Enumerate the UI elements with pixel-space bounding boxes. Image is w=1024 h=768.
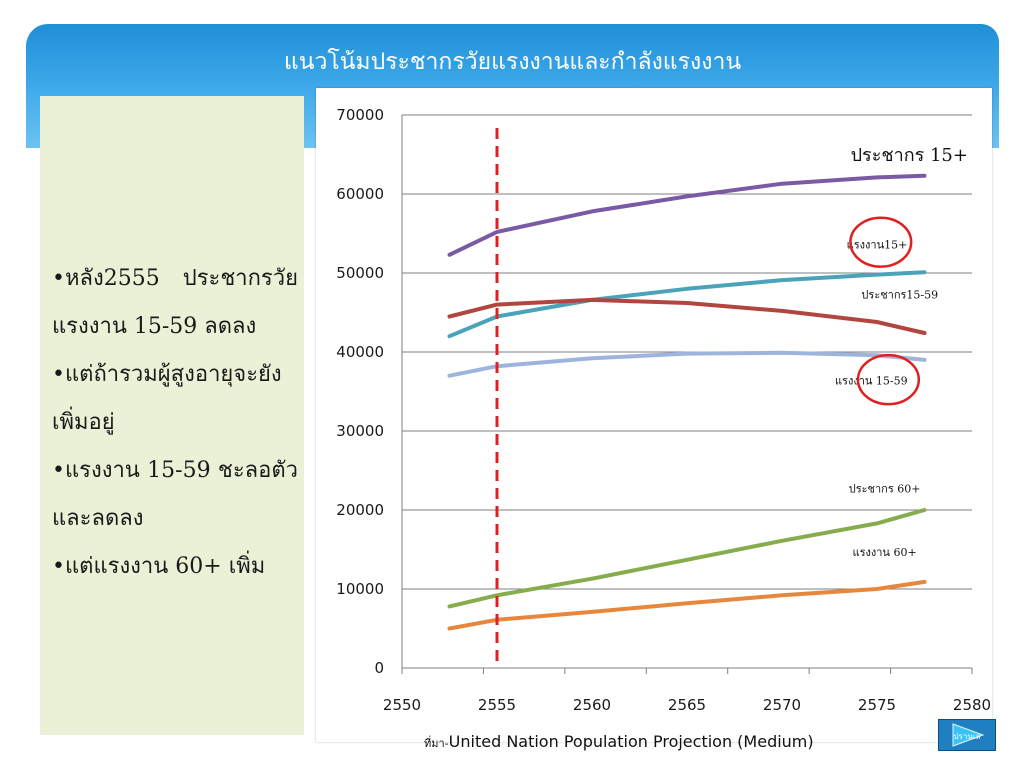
bullet-item: •แรงงาน 15-59 ชะลอตัว และลดลง	[52, 458, 298, 531]
chart-panel	[316, 88, 992, 742]
series-annotation: ประชากร15-59	[861, 288, 938, 301]
next-slide-button[interactable]: ปรานเล	[938, 719, 996, 751]
source-text: United Nation Population Projection (Med…	[448, 732, 814, 751]
y-tick-label: 30000	[336, 422, 384, 440]
series-annotation: แรงงาน 60+	[853, 546, 917, 559]
bullet-list: •หลัง2555 ประชากรวัยแรงงาน 15-59 ลดลง •แ…	[52, 255, 298, 591]
source-prefix: ที่มา-	[424, 737, 449, 750]
x-tick-label: 2555	[478, 696, 516, 714]
y-tick-label: 20000	[336, 501, 384, 519]
bullet-item: •แต่ถ้ารวมผู้สูงอายุจะยังเพิ่มอยู่	[52, 362, 282, 435]
x-tick-label: 2570	[763, 696, 801, 714]
series-line	[447, 350, 927, 378]
series-annotation: แรงงาน15+	[847, 239, 908, 252]
x-tick-label: 2565	[668, 696, 706, 714]
y-tick-label: 0	[374, 659, 384, 677]
series-line	[447, 173, 927, 257]
y-tick-label: 70000	[336, 106, 384, 124]
x-tick-label: 2560	[573, 696, 611, 714]
source-note: ที่มา-United Nation Population Projectio…	[424, 732, 814, 752]
slide-title: แนวโน้มประชากรวัยแรงงานและกำลังแรงงาน	[283, 49, 742, 75]
series-annotation: ประชากร 60+	[849, 483, 921, 496]
series-line	[447, 508, 927, 609]
x-tick-label: 2575	[858, 696, 896, 714]
series-line	[447, 297, 927, 335]
y-tick-label: 40000	[336, 343, 384, 361]
highlight-circle	[849, 216, 913, 268]
next-slide-label: ปรานเล	[953, 732, 981, 741]
x-tick-label: 2580	[953, 696, 991, 714]
series-annotation: ประชากร 15+	[851, 145, 968, 166]
y-tick-label: 50000	[336, 264, 384, 282]
highlight-circle	[856, 353, 921, 406]
bullet-item: •หลัง2555 ประชากรวัยแรงงาน 15-59 ลดลง	[52, 266, 298, 339]
bullet-panel	[40, 96, 304, 735]
play-arrow-icon	[952, 723, 985, 747]
series-annotation: แรงงาน 15-59	[835, 374, 908, 387]
y-tick-label: 10000	[336, 580, 384, 598]
x-tick-label: 2550	[383, 696, 421, 714]
y-tick-label: 60000	[336, 185, 384, 203]
bullet-item: •แต่แรงงาน 60+ เพิ่ม	[52, 554, 266, 579]
